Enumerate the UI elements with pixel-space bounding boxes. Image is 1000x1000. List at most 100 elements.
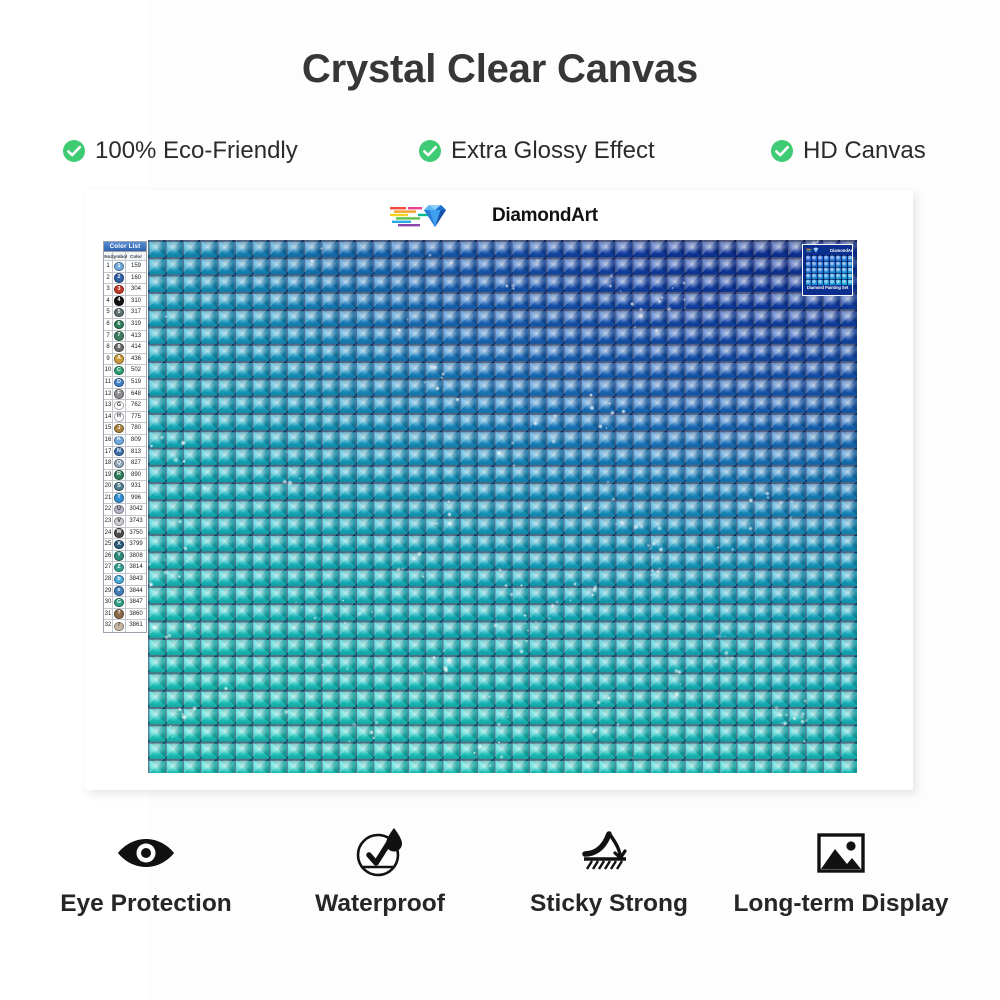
benefit-label: Long-term Display — [733, 890, 949, 917]
sparkle-dot — [396, 327, 402, 333]
color-list-row: 21 T 996 — [104, 492, 146, 505]
sparkle-dot — [185, 559, 189, 563]
color-row-code: 827 — [130, 460, 141, 467]
color-row-no: 5 — [104, 307, 113, 318]
color-row-no: 22 — [104, 504, 113, 516]
sparkle-dot — [572, 582, 577, 587]
sparkle-dot — [511, 441, 515, 445]
sparkle-dot — [182, 545, 189, 552]
color-list-row: 32/ 3861 — [104, 620, 146, 632]
benefit-item-sticky-strong: Sticky Strong — [484, 826, 734, 918]
sparkle-dot — [683, 298, 686, 302]
sparkle-dot — [435, 385, 441, 391]
color-row-no: 23 — [104, 516, 113, 527]
sparkle-dot — [447, 507, 450, 510]
sparkle-dot — [778, 499, 784, 505]
sparkle-dot — [717, 634, 723, 640]
color-row-symbol-cell: 7 — [113, 330, 126, 342]
color-symbol-icon: A — [114, 354, 124, 364]
sparkle-dot — [726, 657, 729, 659]
sparkle-dot — [163, 569, 169, 576]
color-list-row: 4 4 310 — [104, 295, 146, 308]
feature-list: 100% Eco-Friendly Extra Glossy Effect HD… — [0, 131, 1000, 171]
sparkle-dot — [764, 492, 767, 495]
sparkle-dot — [496, 449, 502, 456]
sparkle-dot — [674, 691, 680, 697]
mini-brand-logo: DiamondArt — [806, 247, 852, 254]
column-header-symbol: Symbol — [110, 252, 128, 260]
sparkle-dot — [442, 387, 445, 390]
color-row-symbol-cell: Z — [113, 562, 126, 574]
sparkle-dot — [764, 490, 770, 496]
sparkle-dot — [788, 515, 794, 521]
color-list-body: 1 1 159 2 2 160 3 3 304 4 4 310 5 5 317 6 6 319 7 7 413 8 8 414… — [104, 261, 146, 632]
color-row-no: 7 — [104, 330, 113, 342]
color-row-code: 3750 — [129, 529, 143, 536]
color-row-symbol-cell: 4 — [113, 295, 126, 307]
color-list-header-row: No. Symbol Color — [104, 252, 146, 261]
color-row-symbol-cell: Y — [113, 550, 126, 562]
sparkle-dot — [684, 306, 687, 309]
color-list-row: 29 e 3844 — [104, 585, 146, 598]
column-header-no: No. — [104, 252, 113, 260]
color-row-symbol-cell: 2 — [113, 272, 126, 284]
sparkle-dot — [811, 240, 817, 246]
sparkle-dot — [348, 740, 352, 744]
color-symbol-icon: N — [114, 447, 124, 457]
color-row-code: 3814 — [129, 564, 143, 571]
sparkle-dot — [472, 751, 477, 755]
sparkle-dot — [515, 713, 518, 717]
color-list-row: 5 5 317 — [104, 307, 146, 319]
sparkle-dot — [421, 574, 425, 579]
sparkle-dot — [400, 567, 404, 571]
color-row-no: 10 — [104, 365, 113, 376]
sparkle-dot — [659, 295, 664, 300]
color-symbol-icon: Z — [114, 563, 124, 573]
color-symbol-icon: S — [114, 481, 124, 492]
sparkle-dot — [171, 736, 174, 739]
sparkle-dot — [535, 620, 538, 623]
color-symbol-icon: / — [114, 621, 124, 631]
sparkle-dot — [374, 719, 379, 725]
color-row-code: 3847 — [129, 599, 143, 606]
color-row-no: 29 — [104, 585, 113, 597]
color-list-title: Color List — [104, 242, 146, 252]
sparkle-dot — [440, 371, 446, 377]
sparkle-dot — [496, 722, 502, 728]
color-symbol-icon: 1 — [114, 261, 124, 271]
sparkle-dot — [193, 554, 196, 557]
color-symbol-icon: 7 — [114, 331, 124, 341]
feature-item-eco-friendly: 100% Eco-Friendly — [62, 131, 298, 171]
sparkle-dot — [609, 410, 615, 416]
sparkle-dot — [411, 556, 417, 562]
color-row-symbol-cell: W — [113, 527, 126, 539]
sparkle-dot — [552, 414, 557, 418]
check-circle-icon — [419, 140, 441, 162]
sparkle-dot — [173, 457, 179, 464]
color-row-no: 25 — [104, 539, 113, 550]
color-list-row: 11 D 519 — [104, 376, 146, 389]
sparkle-dot — [619, 289, 622, 293]
color-row-code: 3042 — [129, 506, 143, 513]
color-list-row: 24 W 3750 — [104, 527, 146, 540]
sparkle-dot — [597, 423, 604, 430]
color-row-symbol-cell: 6 — [113, 318, 126, 330]
sparkle-dot — [605, 479, 610, 484]
color-symbol-icon: 3 — [114, 284, 124, 295]
sparkle-dot — [774, 705, 780, 711]
sparkle-dot — [508, 591, 515, 598]
brand-name: DiamondArt — [492, 205, 598, 226]
color-row-code: 436 — [130, 355, 141, 362]
sparkle-dot — [488, 764, 492, 768]
color-row-symbol-cell: D — [113, 376, 126, 388]
color-symbol-icon: G — [114, 597, 124, 608]
feature-item-glossy: Extra Glossy Effect — [418, 131, 655, 171]
sparkle-dot — [638, 307, 644, 312]
color-row-symbol-cell: N — [113, 446, 126, 458]
sparkle-dot — [615, 523, 617, 526]
color-symbol-icon: C — [114, 365, 124, 376]
color-row-code: 813 — [130, 448, 141, 455]
sparkle-dot — [435, 521, 439, 525]
color-row-symbol-cell: 3 — [113, 284, 126, 295]
color-row-symbol-cell: G — [113, 597, 126, 608]
